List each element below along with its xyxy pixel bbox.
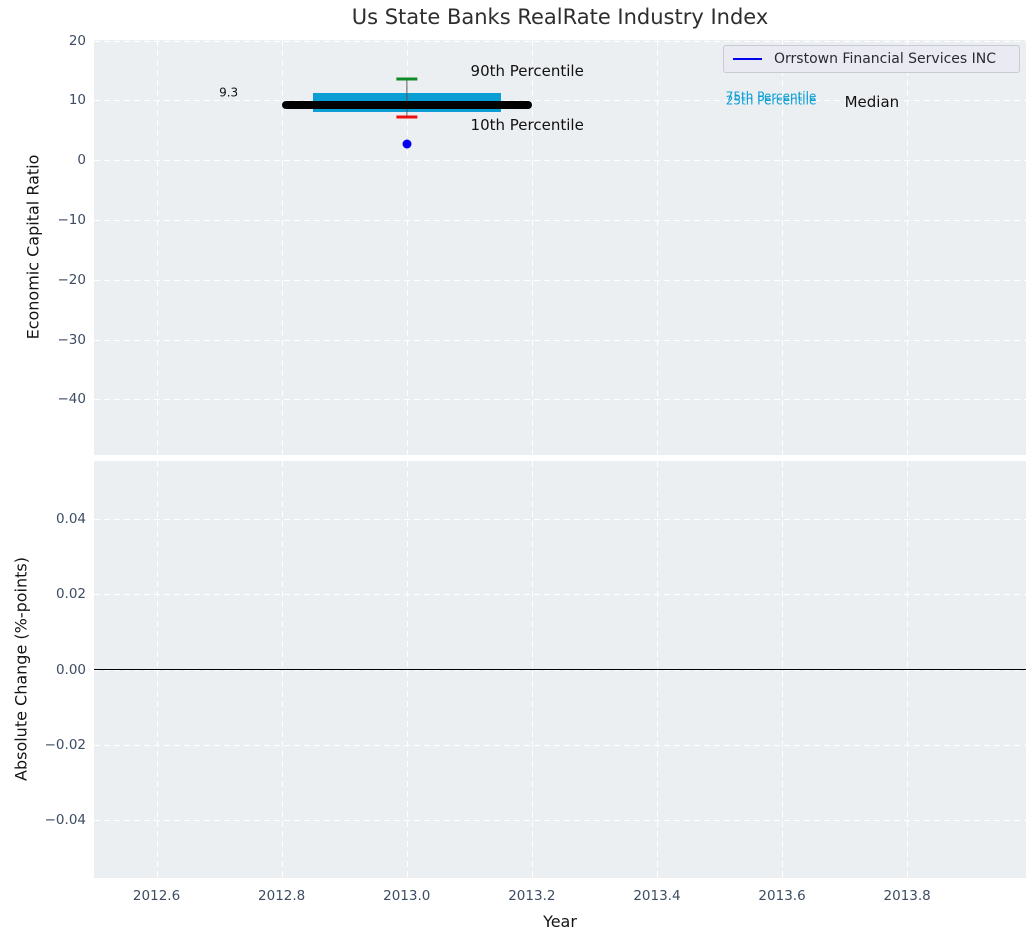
- annotation-90th-percentile: 90th Percentile: [470, 62, 584, 81]
- h-gridline: [94, 100, 1026, 102]
- v-gridline: [281, 40, 283, 455]
- annotation-median: Median: [844, 93, 900, 112]
- zero-reference-line: [94, 668, 1026, 671]
- chart-title: Us State Banks RealRate Industry Index: [351, 5, 769, 29]
- y-tick-label: −0.04: [44, 812, 86, 829]
- y-tick-label: 10: [68, 92, 86, 109]
- annotation-9-3: 9.3: [219, 85, 239, 100]
- annotation-25th-percentile: 25th Percentile: [725, 93, 817, 108]
- annotation-10th-percentile: 10th Percentile: [470, 115, 584, 134]
- y-tick-label: 0.02: [55, 586, 86, 603]
- h-gridline: [94, 339, 1026, 341]
- y-tick-label: 20: [68, 32, 86, 49]
- v-gridline: [406, 40, 408, 455]
- legend-line-sample: [733, 58, 762, 60]
- x-tick-label: 2012.8: [258, 888, 306, 904]
- company-data-point: [402, 139, 412, 149]
- h-gridline: [94, 219, 1026, 221]
- y-tick-label: 0: [77, 152, 86, 169]
- y-tick-label: −10: [57, 211, 87, 228]
- industry-median-line: [281, 100, 532, 109]
- y-tick-label: −0.02: [44, 736, 86, 753]
- v-gridline: [907, 40, 909, 455]
- x-tick-label: 2012.6: [132, 888, 181, 904]
- h-gridline: [94, 399, 1026, 401]
- y-tick-label: −30: [57, 331, 87, 348]
- legend-label: Orrstown Financial Services INC: [774, 51, 997, 67]
- legend: Orrstown Financial Services INC: [723, 45, 1020, 73]
- x-tick-label: 2013.2: [508, 888, 556, 904]
- y-tick-label: 0.04: [55, 510, 86, 527]
- h-gridline: [94, 40, 1026, 42]
- x-tick-label: 2013.4: [633, 888, 681, 904]
- h-gridline: [94, 518, 1026, 520]
- h-gridline: [94, 744, 1026, 746]
- h-gridline: [94, 820, 1026, 822]
- v-gridline: [782, 40, 784, 455]
- y-tick-label: −40: [57, 391, 87, 408]
- h-gridline: [94, 594, 1026, 596]
- top-subplot: [94, 40, 1026, 455]
- top-y-axis-label: Economic Capital Ratio: [23, 154, 43, 340]
- percentile-whisker-line: [406, 79, 408, 117]
- p90-cap: [396, 77, 418, 81]
- h-gridline: [94, 279, 1026, 281]
- x-tick-label: 2013.6: [758, 888, 806, 904]
- v-gridline: [531, 40, 533, 455]
- x-axis-label: Year: [543, 912, 577, 931]
- h-gridline: [94, 160, 1026, 162]
- x-tick-label: 2013.0: [383, 888, 431, 904]
- y-tick-label: −20: [57, 271, 87, 288]
- x-tick-label: 2013.8: [883, 888, 931, 904]
- v-gridline: [656, 40, 658, 455]
- y-tick-label: 0.00: [55, 661, 86, 678]
- v-gridline: [156, 40, 158, 455]
- annotation-75th-percentile: 75th Percentile: [725, 89, 817, 104]
- p10-cap: [396, 115, 418, 119]
